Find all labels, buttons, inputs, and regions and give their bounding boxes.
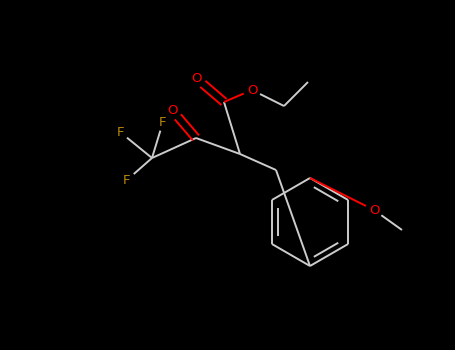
Text: O: O xyxy=(369,203,379,217)
Text: F: F xyxy=(123,174,131,187)
Text: O: O xyxy=(191,71,201,84)
Text: F: F xyxy=(116,126,124,139)
Text: F: F xyxy=(159,116,167,128)
Text: O: O xyxy=(167,104,177,117)
Text: O: O xyxy=(247,84,257,97)
